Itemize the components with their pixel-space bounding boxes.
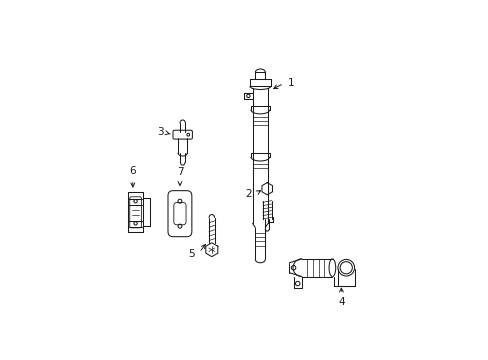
Text: 6: 6	[129, 166, 136, 176]
Text: 1: 1	[287, 77, 294, 87]
Text: 5: 5	[188, 249, 195, 259]
Text: 2: 2	[245, 189, 252, 199]
Text: 4: 4	[337, 297, 344, 307]
Text: 7: 7	[176, 167, 183, 177]
Text: 3: 3	[157, 127, 164, 138]
